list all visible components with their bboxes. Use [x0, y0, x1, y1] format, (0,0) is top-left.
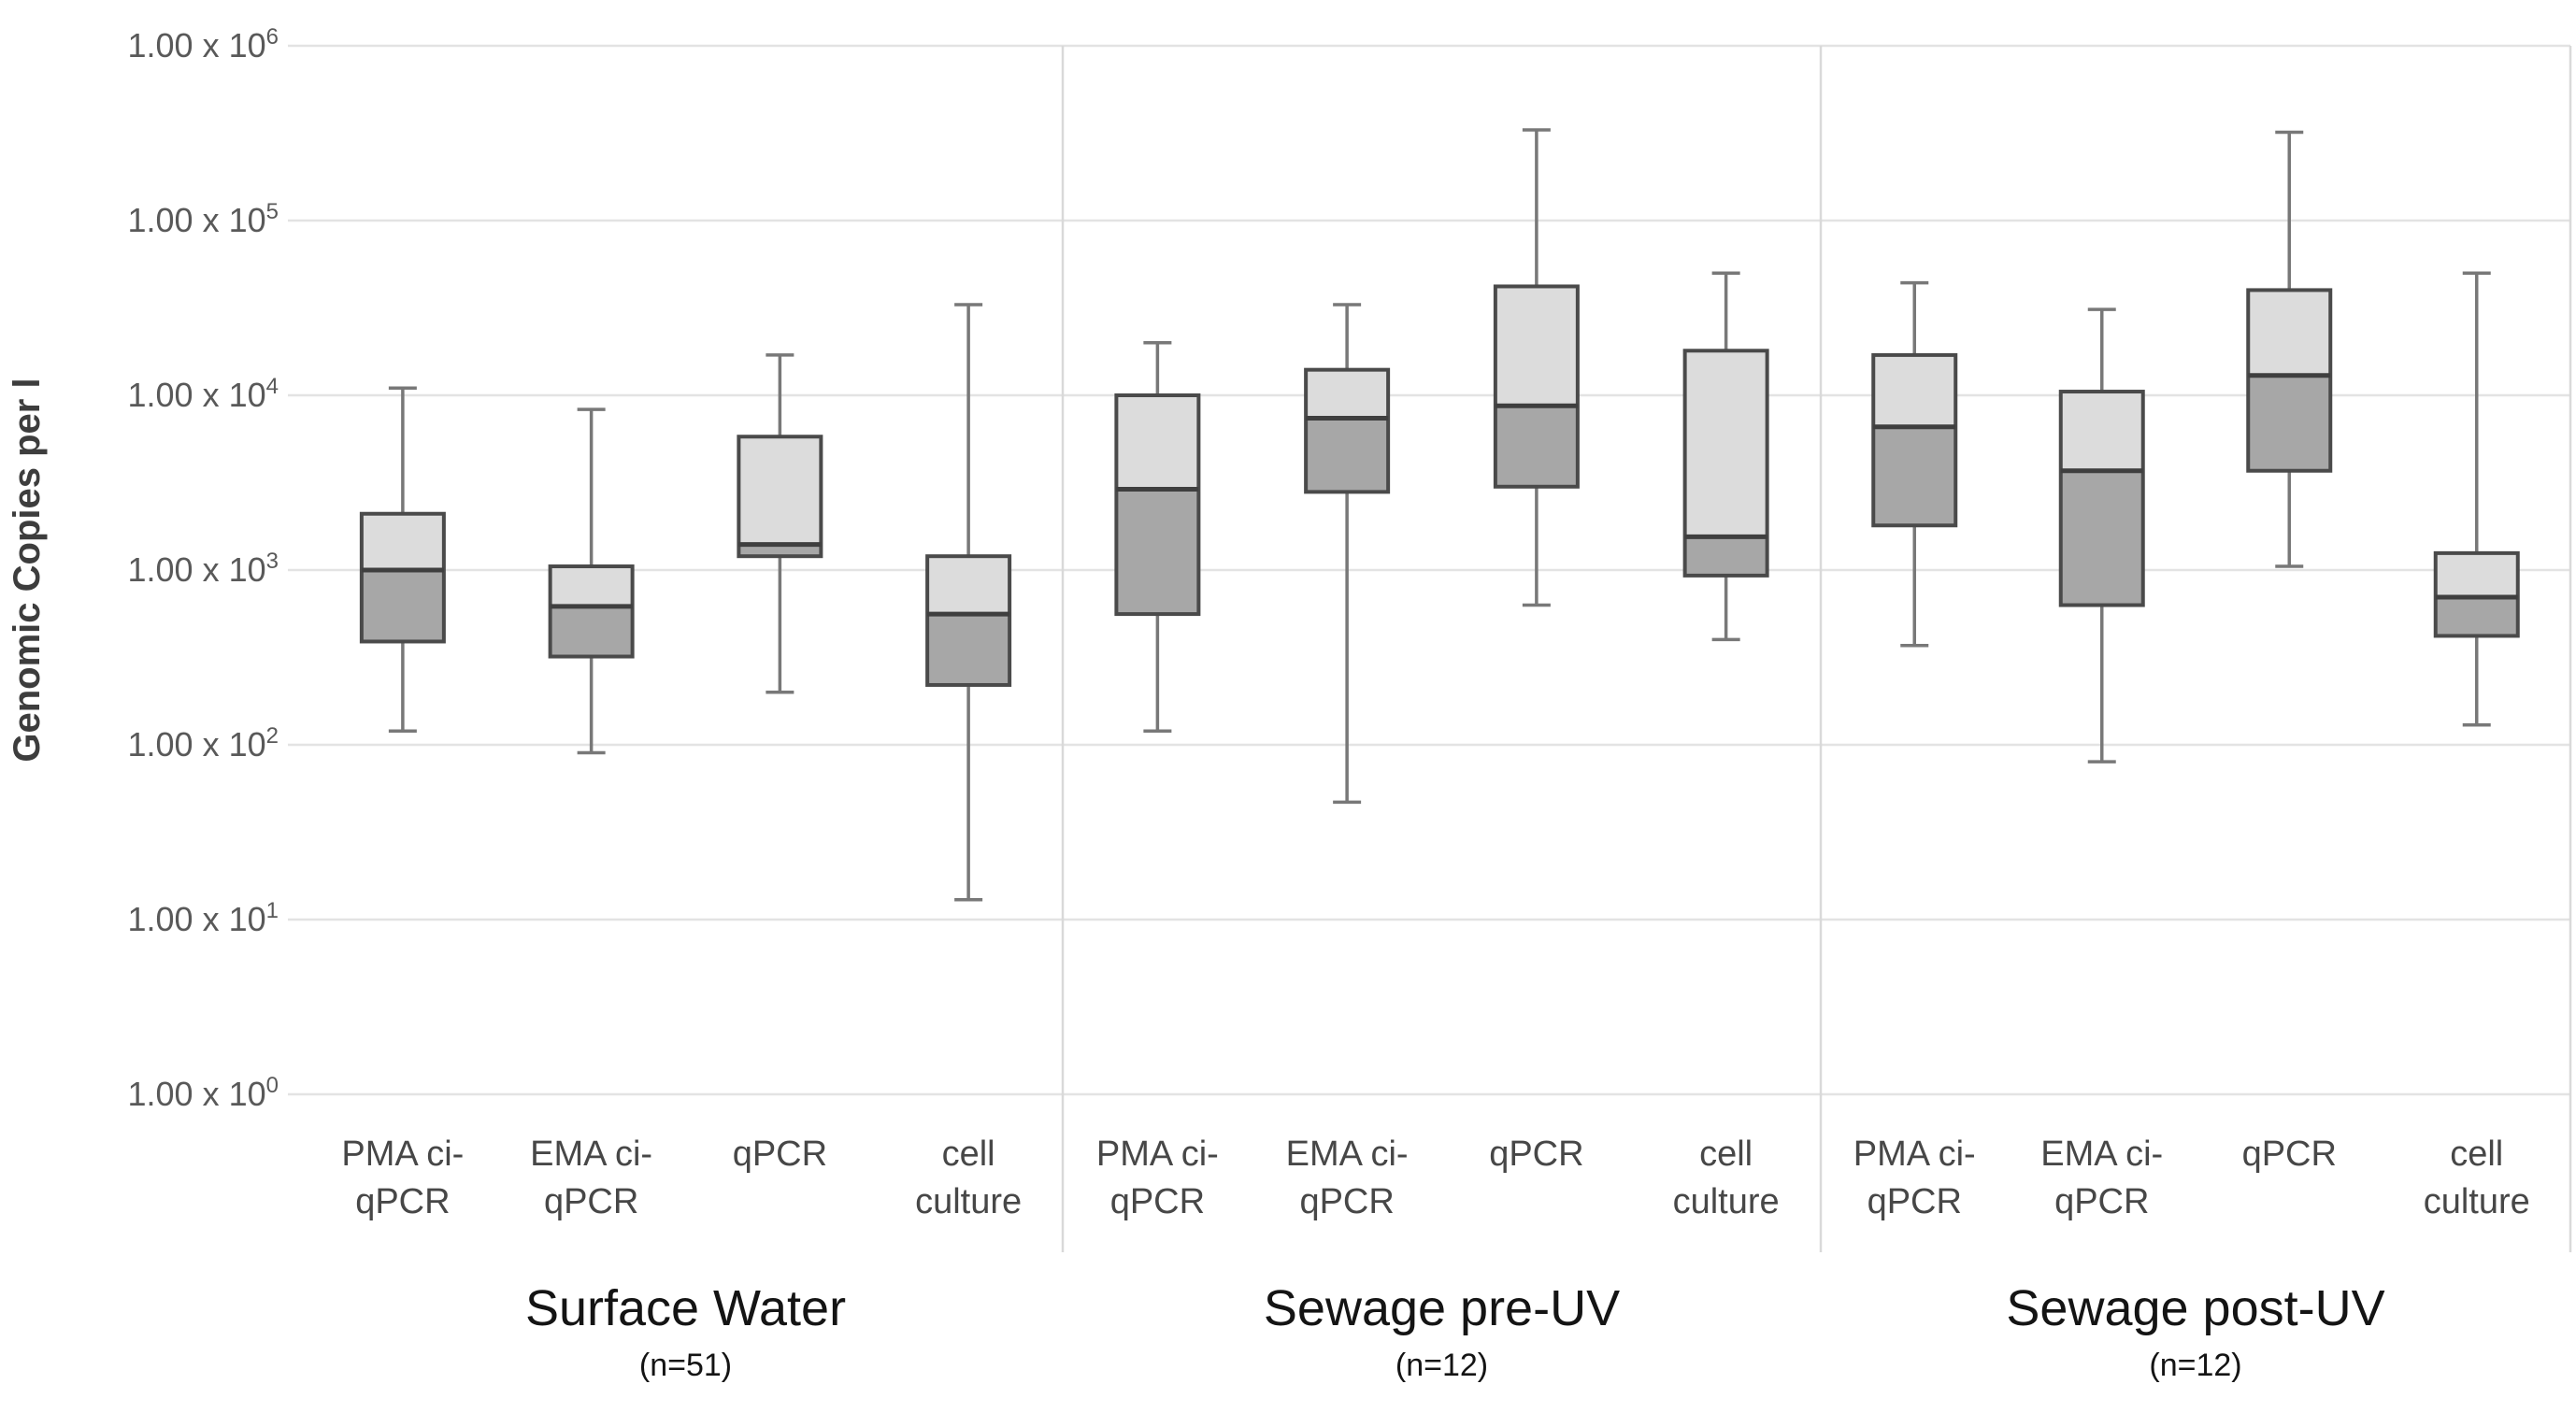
- group-sample-size: (n=12): [1395, 1348, 1488, 1383]
- category-label-line1: PMA ci-: [1853, 1134, 1976, 1174]
- box-lower-quartile: [2060, 470, 2143, 606]
- box-upper-quartile: [2060, 392, 2143, 471]
- group-sample-size: (n=51): [639, 1348, 732, 1383]
- boxplot-surface-water-cell-culture: cell culture: [915, 303, 1022, 1221]
- boxplot-sewage-pre-uv-cell-culture: cell culture: [1673, 271, 1780, 1221]
- box-lower-quartile: [2435, 596, 2518, 636]
- boxplot-sewage-post-uv-cell-culture: cell culture: [2424, 271, 2530, 1221]
- box-upper-quartile: [2248, 290, 2331, 376]
- category-label-line1: PMA ci-: [1096, 1134, 1219, 1174]
- category-label-line1: cell: [942, 1134, 995, 1174]
- box-border: [1493, 284, 1580, 489]
- group-title: Sewage post-UV: [2006, 1280, 2384, 1336]
- category-label-line1: qPCR: [1489, 1134, 1583, 1174]
- boxplot-surface-water-ema-ci-qpcr: EMA ci-qPCR: [530, 407, 652, 1221]
- group-title: Sewage pre-UV: [1264, 1280, 1620, 1336]
- boxplot-sewage-pre-uv-pma-ci-qpcr: PMA ci-qPCR: [1096, 340, 1219, 1221]
- category-label-line1: qPCR: [733, 1134, 827, 1174]
- category-label-line2: culture: [915, 1182, 1022, 1221]
- box-upper-quartile: [738, 436, 822, 545]
- category-label-line2: qPCR: [355, 1182, 450, 1221]
- category-label-line2: culture: [2424, 1182, 2530, 1221]
- box-upper-quartile: [361, 513, 444, 570]
- box-border: [1871, 352, 1958, 528]
- group-sample-size: (n=12): [2149, 1348, 2241, 1383]
- category-label-line1: EMA ci-: [530, 1134, 652, 1174]
- category-label-line1: cell: [2450, 1134, 2503, 1174]
- boxplot-sewage-post-uv-pma-ci-qpcr: PMA ci-qPCR: [1853, 280, 1976, 1221]
- box-lower-quartile: [1116, 489, 1199, 615]
- boxplot-sewage-pre-uv-ema-ci-qpcr: EMA ci-qPCR: [1286, 303, 1409, 1221]
- box-border: [548, 564, 635, 659]
- box-border: [737, 435, 823, 559]
- boxplot-surface-water-qpcr: qPCR: [733, 353, 827, 1174]
- boxplot-sewage-post-uv-ema-ci-qpcr: EMA ci-qPCR: [2040, 307, 2163, 1221]
- y-tick-label-1e3: 1.00 x 103: [128, 549, 279, 589]
- category-label-line1: qPCR: [2242, 1134, 2337, 1174]
- box-border: [2246, 288, 2333, 473]
- box-lower-quartile: [927, 614, 1010, 685]
- category-label-line1: EMA ci-: [1286, 1134, 1409, 1174]
- box-lower-quartile: [550, 606, 633, 657]
- category-label-line2: qPCR: [1868, 1182, 1962, 1221]
- box-upper-quartile: [1495, 286, 1578, 407]
- box-lower-quartile: [738, 544, 822, 557]
- box-upper-quartile: [1306, 369, 1389, 419]
- y-tick-label-1e1: 1.00 x 101: [128, 898, 279, 938]
- y-tick-label-1e5: 1.00 x 105: [128, 199, 279, 239]
- box-upper-quartile: [1684, 350, 1767, 537]
- box-lower-quartile: [2248, 375, 2331, 471]
- box-border: [1114, 393, 1201, 617]
- category-label-line2: qPCR: [1110, 1182, 1205, 1221]
- box-border: [359, 511, 446, 644]
- y-axis-title: Genomic Copies per l: [7, 378, 48, 762]
- category-label-line2: qPCR: [1299, 1182, 1394, 1221]
- boxplot-sewage-pre-uv-qpcr: qPCR: [1489, 128, 1584, 1174]
- box-border: [2433, 550, 2520, 638]
- box-lower-quartile: [1306, 418, 1389, 492]
- box-upper-quartile: [2435, 552, 2518, 597]
- box-lower-quartile: [1495, 406, 1578, 487]
- category-label-line1: EMA ci-: [2040, 1134, 2163, 1174]
- box-lower-quartile: [1684, 536, 1767, 576]
- box-border: [925, 554, 1012, 687]
- category-label-line1: PMA ci-: [341, 1134, 464, 1174]
- category-label-line2: qPCR: [544, 1182, 638, 1221]
- boxplot-sewage-post-uv-qpcr: qPCR: [2242, 130, 2337, 1174]
- boxplot-surface-water-pma-ci-qpcr: PMA ci-qPCR: [341, 386, 464, 1221]
- y-tick-label-1e0: 1.00 x 100: [128, 1073, 279, 1113]
- category-label-line1: cell: [1699, 1134, 1753, 1174]
- box-upper-quartile: [1873, 354, 1956, 427]
- box-upper-quartile: [927, 556, 1010, 615]
- box-upper-quartile: [550, 566, 633, 606]
- box-upper-quartile: [1116, 395, 1199, 490]
- box-lower-quartile: [361, 570, 444, 642]
- y-tick-label-1e2: 1.00 x 102: [128, 723, 279, 763]
- y-tick-label-1e4: 1.00 x 104: [128, 374, 279, 414]
- box-lower-quartile: [1873, 426, 1956, 526]
- box-border: [2058, 390, 2145, 607]
- category-label-line2: culture: [1673, 1182, 1780, 1221]
- group-title: Surface Water: [525, 1280, 846, 1336]
- box-border: [1682, 349, 1769, 578]
- category-label-line2: qPCR: [2054, 1182, 2149, 1221]
- box-border: [1304, 367, 1391, 494]
- y-tick-label-1e6: 1.00 x 106: [128, 24, 279, 64]
